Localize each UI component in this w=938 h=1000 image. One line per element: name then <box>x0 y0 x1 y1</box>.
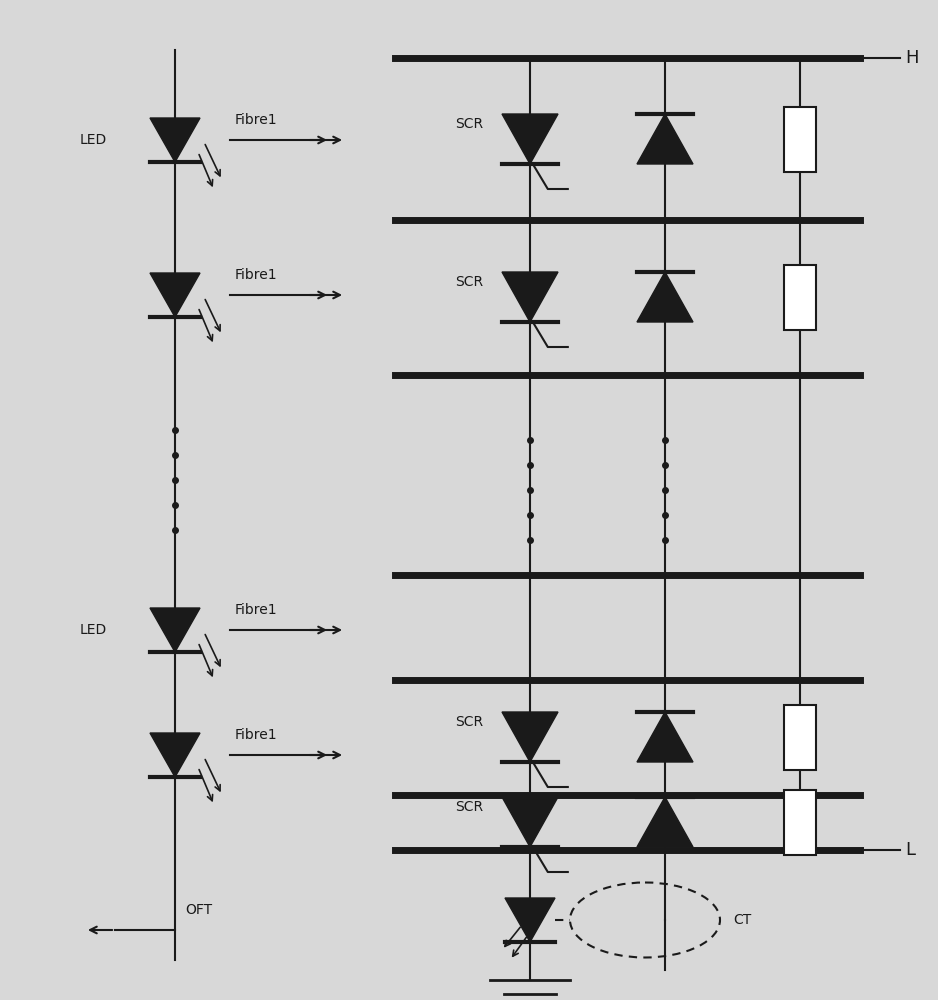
Polygon shape <box>150 118 200 162</box>
Polygon shape <box>637 712 693 762</box>
Polygon shape <box>505 898 555 942</box>
Polygon shape <box>502 272 558 322</box>
Polygon shape <box>502 797 558 847</box>
Text: Fibre1: Fibre1 <box>235 728 278 742</box>
Bar <box>784 704 816 770</box>
Text: OFT: OFT <box>185 903 212 917</box>
Bar <box>784 106 816 172</box>
Polygon shape <box>150 273 200 317</box>
Polygon shape <box>637 797 693 847</box>
Text: SCR: SCR <box>455 715 483 729</box>
Text: L: L <box>905 841 915 859</box>
Polygon shape <box>150 608 200 652</box>
Polygon shape <box>150 733 200 777</box>
Text: Fibre1: Fibre1 <box>235 268 278 282</box>
Polygon shape <box>637 272 693 322</box>
Polygon shape <box>502 712 558 762</box>
Text: Fibre1: Fibre1 <box>235 603 278 617</box>
Text: SCR: SCR <box>455 800 483 814</box>
Bar <box>784 790 816 854</box>
Text: Fibre1: Fibre1 <box>235 113 278 127</box>
Text: LED: LED <box>80 133 107 147</box>
Text: LED: LED <box>80 623 107 637</box>
Polygon shape <box>637 114 693 164</box>
Text: SCR: SCR <box>455 117 483 131</box>
Text: SCR: SCR <box>455 275 483 289</box>
Polygon shape <box>502 114 558 164</box>
Text: CT: CT <box>733 913 751 927</box>
Text: H: H <box>905 49 918 67</box>
Bar <box>784 264 816 330</box>
